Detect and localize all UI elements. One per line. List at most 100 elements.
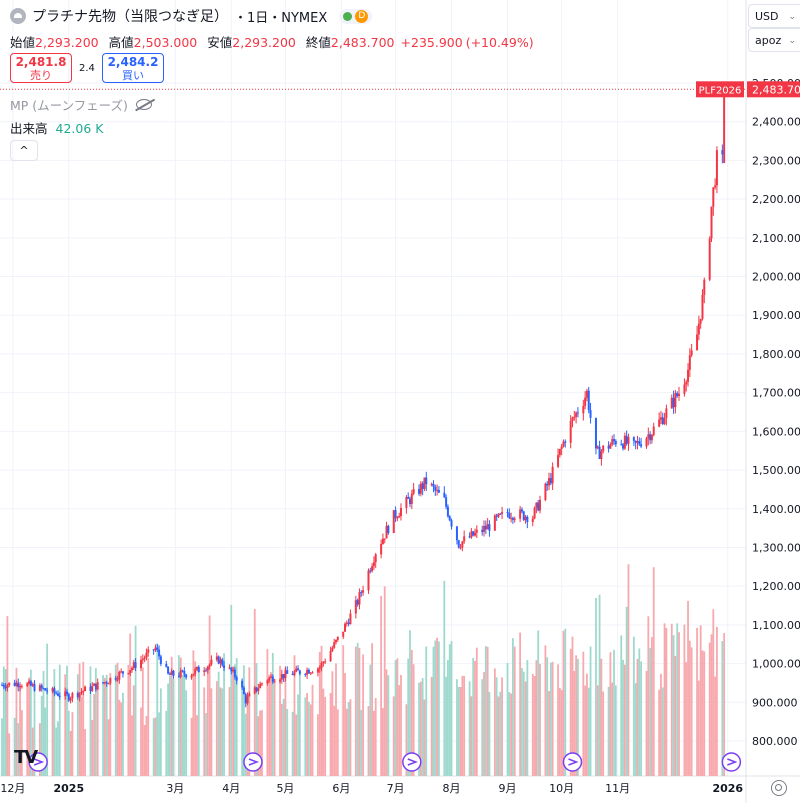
candle-body [284, 670, 287, 679]
candle-body [437, 489, 440, 493]
collapse-legend-button[interactable]: ^ [10, 140, 38, 161]
chevron-down-icon: ⌄ [788, 12, 796, 22]
candle-body [67, 693, 70, 701]
candle-body [506, 512, 509, 514]
candle-body [109, 677, 112, 684]
volume-bar [261, 710, 263, 776]
x-tick-label: 7月 [387, 782, 405, 795]
volume-bar [447, 660, 449, 776]
candle-body [385, 525, 388, 539]
volume-legend[interactable]: 出来高 42.06 K [10, 118, 103, 137]
volume-bar [360, 709, 363, 776]
candle-body [535, 502, 538, 508]
candle-body [418, 488, 421, 494]
volume-bar [456, 679, 458, 776]
volume-bar [385, 669, 388, 776]
volume-bar [71, 712, 74, 776]
volume-bar [531, 673, 534, 776]
y-tick-label: 1,700.000 [752, 387, 800, 400]
x-tick-label: 10月 [549, 782, 574, 795]
volume-bar [573, 671, 576, 776]
volume-bar [223, 653, 225, 776]
volume-bar [96, 685, 99, 776]
volume-bar [678, 632, 680, 776]
volume-bar [710, 634, 713, 776]
candle-body [295, 668, 298, 672]
candle-body [468, 536, 471, 538]
candle-body [210, 659, 213, 665]
volume-bar [696, 627, 698, 776]
unit-selector[interactable]: apoz ⌄ [748, 28, 800, 52]
candle-body [217, 656, 220, 664]
volume-bar [374, 698, 377, 776]
candle-body [484, 525, 487, 530]
candle-body [481, 529, 484, 532]
visibility-hidden-icon[interactable] [135, 99, 152, 110]
candle-body [333, 642, 336, 648]
candle-body [147, 649, 150, 653]
volume-bar [640, 661, 642, 776]
volume-bar [405, 704, 408, 776]
candle-body [309, 672, 312, 674]
candle-body [58, 695, 61, 697]
candle-body [659, 417, 662, 420]
moon-phase-indicator-legend[interactable]: MP (ムーンフェーズ) [10, 95, 152, 114]
y-tick-label: 1,500.000 [752, 464, 800, 477]
volume-bar [398, 685, 401, 776]
volume-bar [690, 647, 693, 776]
sell-button[interactable]: 2,481.8 売り [10, 53, 72, 83]
candle-body [650, 435, 653, 441]
candle-body [607, 445, 610, 449]
candle-body [130, 668, 133, 671]
candle-body [573, 416, 576, 418]
volume-bar [548, 691, 550, 776]
volume-bar [380, 595, 383, 776]
volume-bar [331, 671, 334, 776]
candle-body [279, 679, 282, 682]
volume-bar [712, 609, 715, 776]
volume-bar [297, 694, 299, 776]
candle-body [177, 675, 180, 677]
candle-body [714, 185, 717, 188]
volume-bar [708, 642, 711, 776]
volume-bar [94, 668, 97, 776]
tradingview-logo-icon[interactable]: TV [14, 747, 38, 768]
moon-phase-icon [402, 752, 422, 772]
symbol-header[interactable]: プラチナ先物（当限つなぎ足） ・1日・NYMEX D [10, 6, 373, 26]
volume-bar [445, 676, 448, 776]
candle-body [432, 483, 435, 487]
candle-body [298, 670, 301, 675]
currency-selector[interactable]: USD ⌄ [748, 4, 800, 28]
buy-button[interactable]: 2,484.2 買い [102, 53, 164, 83]
volume-bar [15, 667, 18, 776]
settings-gear-icon[interactable] [771, 780, 787, 796]
candle-body [297, 668, 300, 671]
candle-body [26, 683, 29, 687]
volume-bar [203, 687, 206, 776]
change-percent: (+10.49%) [465, 35, 534, 50]
volume-bar [472, 657, 475, 776]
volume-bar [39, 723, 41, 776]
candle-body [620, 444, 623, 446]
unit-value: apoz [755, 34, 782, 47]
status-badge[interactable]: D [339, 8, 373, 24]
candle-body [501, 512, 504, 514]
volume-bar [257, 716, 260, 776]
volume-bar [665, 628, 668, 776]
y-tick-label: 1,300.000 [752, 541, 800, 554]
x-tick-label: 2025 [53, 782, 84, 795]
candle-body [167, 666, 170, 674]
volume-bar [683, 624, 686, 776]
volume-bar [345, 708, 348, 776]
volume-bar [557, 664, 559, 776]
y-tick-label: 1,900.000 [752, 309, 800, 322]
candle-body [244, 694, 247, 704]
candle-body [349, 613, 352, 625]
candle-body [544, 483, 547, 500]
candle-body [354, 600, 357, 614]
candle-body [118, 672, 121, 680]
candle-body [51, 688, 54, 692]
candle-body [223, 665, 226, 669]
